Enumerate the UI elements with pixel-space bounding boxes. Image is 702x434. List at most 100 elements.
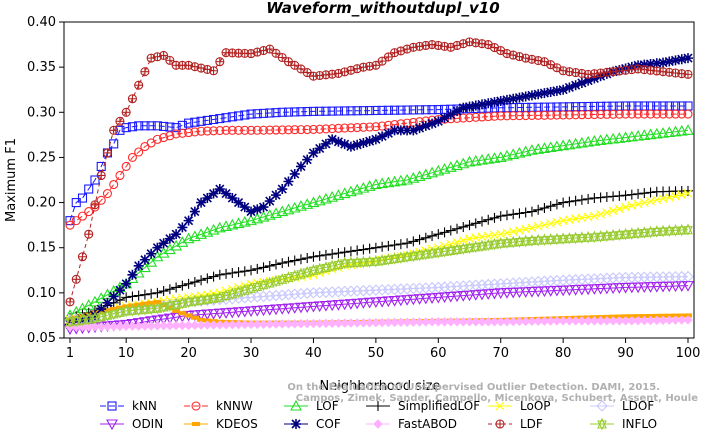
data-point (389, 317, 400, 328)
data-point (369, 297, 382, 309)
data-point (507, 287, 520, 299)
data-point (371, 61, 380, 70)
data-point (527, 234, 537, 247)
data-point (508, 316, 518, 327)
data-point (264, 276, 275, 290)
data-point (396, 317, 406, 327)
data-point (445, 109, 456, 120)
data-point (550, 285, 563, 297)
data-point (575, 136, 588, 148)
x-tick-label: 20 (180, 346, 197, 361)
data-point (540, 57, 549, 66)
data-point (301, 302, 314, 313)
data-point (684, 70, 692, 79)
data-point (246, 125, 256, 135)
data-point (302, 265, 313, 279)
data-point (625, 282, 638, 294)
x-axis-label: Neighborhood size (320, 379, 441, 394)
data-point (302, 154, 313, 165)
data-point (283, 256, 294, 267)
data-point (614, 204, 624, 214)
data-point (133, 260, 144, 271)
data-point (121, 304, 132, 318)
data-point (177, 120, 187, 130)
data-point (670, 55, 681, 66)
data-point (651, 225, 662, 238)
data-point (115, 321, 125, 332)
data-point (501, 94, 512, 105)
data-point (620, 190, 631, 201)
data-point (233, 267, 244, 278)
data-point (302, 107, 312, 117)
data-point (627, 201, 637, 211)
data-point (158, 300, 169, 314)
data-point (390, 105, 400, 115)
data-point (220, 308, 232, 319)
data-point (251, 305, 264, 317)
data-point (296, 107, 306, 117)
data-point (71, 216, 81, 226)
data-point (639, 188, 650, 199)
data-point (658, 224, 668, 238)
plot-frame (63, 21, 695, 339)
data-point (639, 59, 650, 70)
data-point (682, 281, 694, 292)
data-point (607, 283, 620, 295)
data-point (164, 233, 175, 244)
data-point (258, 319, 269, 329)
data-point (644, 282, 657, 293)
data-point (394, 295, 407, 307)
data-point (202, 273, 213, 284)
data-point (159, 51, 168, 60)
data-point (227, 287, 238, 300)
data-point (414, 123, 425, 134)
data-point (589, 230, 600, 244)
data-point (365, 106, 375, 116)
data-point (277, 184, 288, 195)
data-point (189, 277, 200, 288)
data-point (557, 139, 570, 151)
data-point (650, 127, 663, 139)
data-point (546, 60, 555, 69)
data-point (377, 121, 387, 131)
data-point (470, 100, 481, 111)
data-point (639, 315, 650, 326)
data-point (677, 109, 687, 119)
data-point (658, 315, 668, 326)
data-point (532, 286, 545, 298)
data-point (675, 281, 688, 292)
data-point (327, 249, 338, 260)
data-point (233, 111, 244, 121)
data-point (552, 63, 561, 72)
data-point (365, 122, 375, 132)
data-point (263, 305, 276, 316)
legend-item: LoOP (488, 399, 551, 413)
data-point (596, 109, 606, 120)
data-point (489, 111, 500, 121)
data-point (401, 295, 414, 306)
data-point (302, 318, 312, 329)
data-point (202, 292, 213, 306)
data-point (427, 105, 437, 115)
data-point (445, 244, 456, 257)
data-point (239, 266, 250, 277)
data-point (683, 53, 693, 64)
data-point (452, 243, 462, 256)
data-point (539, 110, 549, 120)
data-point (251, 291, 264, 303)
data-point (527, 316, 537, 327)
data-point (207, 309, 220, 320)
data-point (439, 227, 450, 238)
data-point (657, 127, 669, 138)
data-point (526, 144, 538, 155)
series-kNN (65, 101, 693, 226)
data-point (171, 229, 182, 240)
data-point (289, 269, 300, 282)
data-point (489, 212, 500, 223)
data-point (139, 289, 150, 300)
data-point (407, 294, 420, 306)
data-point (383, 317, 394, 328)
data-point (589, 211, 599, 221)
data-point (577, 110, 587, 120)
data-point (308, 251, 319, 262)
